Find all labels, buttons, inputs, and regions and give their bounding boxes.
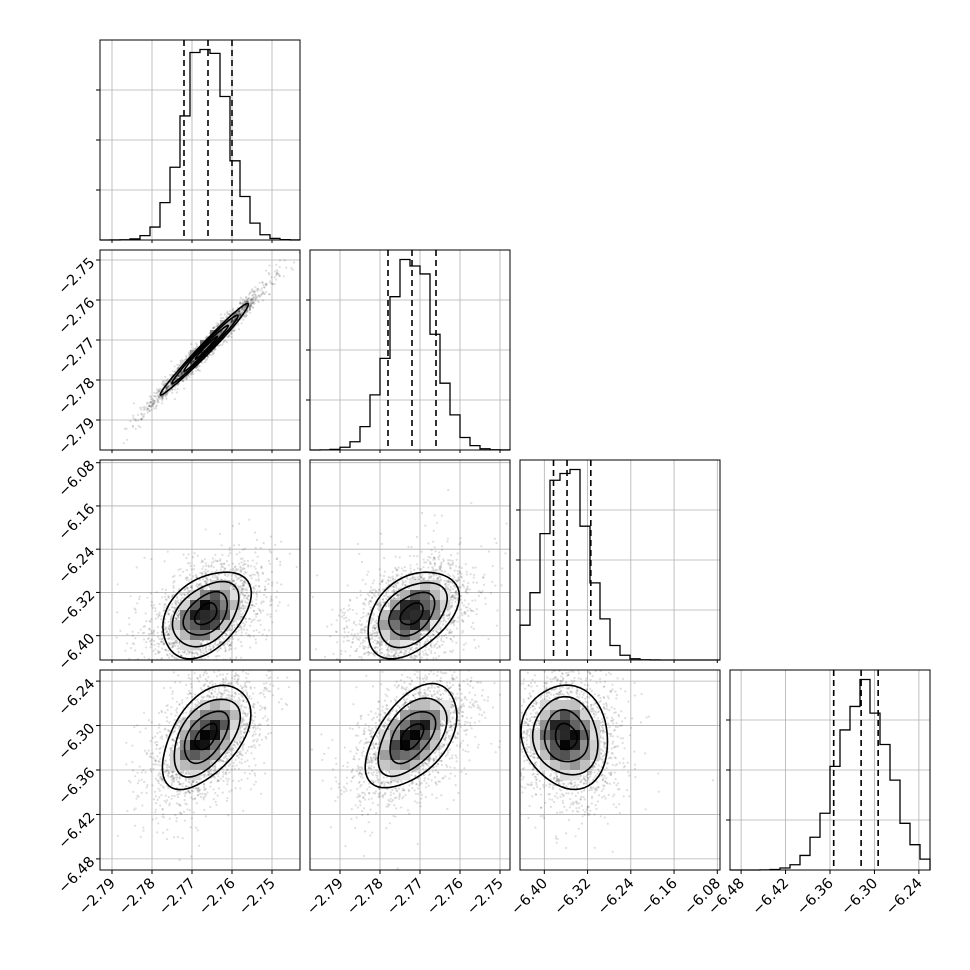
scatter-panel-1-0 bbox=[99, 249, 301, 451]
contour-line bbox=[399, 602, 424, 626]
x-tick-label: −6.36 bbox=[794, 876, 837, 919]
y-tick-label: −6.32 bbox=[56, 587, 99, 630]
x-tick-label: −6.24 bbox=[883, 876, 926, 919]
x-tick-label: −2.77 bbox=[384, 876, 427, 919]
hist-frame bbox=[519, 459, 721, 661]
contour-line bbox=[531, 695, 599, 776]
contour-line bbox=[183, 324, 230, 372]
x-tick-label: −2.79 bbox=[76, 876, 119, 919]
contour-line bbox=[377, 581, 449, 649]
x-tick-label: −6.32 bbox=[552, 876, 595, 919]
y-tick-label: −2.77 bbox=[56, 335, 99, 378]
contour-line bbox=[182, 590, 228, 636]
contour-line bbox=[159, 302, 250, 396]
hist-panel-1 bbox=[306, 249, 511, 451]
contour-line bbox=[543, 708, 589, 763]
y-tick-label: −6.42 bbox=[56, 809, 99, 852]
y-tick-label: −6.30 bbox=[56, 721, 99, 764]
contour-line bbox=[389, 711, 437, 765]
x-tick-label: −2.76 bbox=[196, 876, 239, 919]
panel-frame bbox=[99, 249, 301, 451]
scatter-panel-2-0 bbox=[99, 459, 301, 661]
contour-line bbox=[183, 710, 230, 765]
contour-line bbox=[364, 682, 458, 789]
contour-line bbox=[520, 684, 609, 791]
density-blocks bbox=[170, 700, 241, 781]
contour-line bbox=[171, 314, 239, 385]
contour-line bbox=[399, 723, 425, 751]
hist-step-0 bbox=[99, 48, 301, 241]
panel-frame bbox=[99, 459, 301, 661]
contour-line bbox=[377, 697, 448, 778]
hist-step-1 bbox=[309, 258, 511, 451]
y-tick-label: −6.24 bbox=[56, 676, 99, 719]
hist-frame bbox=[309, 249, 511, 451]
hist-panel-2 bbox=[516, 459, 721, 661]
x-tick-label: −2.76 bbox=[424, 876, 467, 919]
hist-step-2 bbox=[519, 468, 720, 661]
scatter-panel-3-1 bbox=[309, 669, 511, 871]
scatter-panel-3-2 bbox=[519, 669, 721, 871]
hist-panel-0 bbox=[96, 39, 301, 241]
panel-frame bbox=[309, 459, 511, 661]
x-tick-label: −6.40 bbox=[508, 876, 551, 919]
y-tick-label: −6.36 bbox=[56, 765, 99, 808]
x-tick-label: −6.30 bbox=[839, 876, 882, 919]
x-tick-label: −6.42 bbox=[750, 876, 793, 919]
x-tick-label: −2.78 bbox=[116, 876, 159, 919]
hist-frame bbox=[99, 39, 301, 241]
hist-panel-3 bbox=[726, 669, 931, 871]
contour-line bbox=[367, 571, 461, 660]
y-tick-label: −6.40 bbox=[56, 631, 99, 674]
x-tick-label: −2.79 bbox=[304, 876, 347, 919]
contour-line bbox=[387, 591, 436, 637]
x-tick-label: −2.75 bbox=[464, 876, 507, 919]
y-tick-label: −6.16 bbox=[56, 501, 99, 544]
contour-line bbox=[162, 571, 253, 660]
y-tick-label: −2.75 bbox=[56, 255, 99, 298]
scatter-panel-3-0 bbox=[99, 669, 301, 871]
scatter-panel-2-1 bbox=[309, 459, 511, 661]
y-tick-label: −6.24 bbox=[56, 544, 99, 587]
x-tick-label: −2.78 bbox=[344, 876, 387, 919]
panel-frame bbox=[309, 669, 511, 871]
x-tick-label: −6.16 bbox=[638, 876, 681, 919]
x-tick-label: −2.77 bbox=[156, 876, 199, 919]
y-tick-label: −2.76 bbox=[56, 295, 99, 338]
contour-line bbox=[171, 580, 240, 648]
panel-frame bbox=[519, 669, 721, 871]
y-tick-label: −2.78 bbox=[56, 375, 99, 418]
y-tick-label: −2.79 bbox=[56, 415, 99, 458]
contour-line bbox=[161, 684, 252, 791]
contour-line bbox=[173, 698, 242, 778]
density-blocks bbox=[380, 700, 451, 781]
contour-line bbox=[194, 335, 219, 360]
contour-line bbox=[554, 722, 579, 751]
x-tick-label: −6.24 bbox=[595, 876, 638, 919]
y-tick-label: −6.08 bbox=[56, 458, 99, 501]
x-tick-label: −2.75 bbox=[236, 876, 279, 919]
contour-line bbox=[193, 722, 218, 751]
contour-line bbox=[193, 601, 218, 626]
